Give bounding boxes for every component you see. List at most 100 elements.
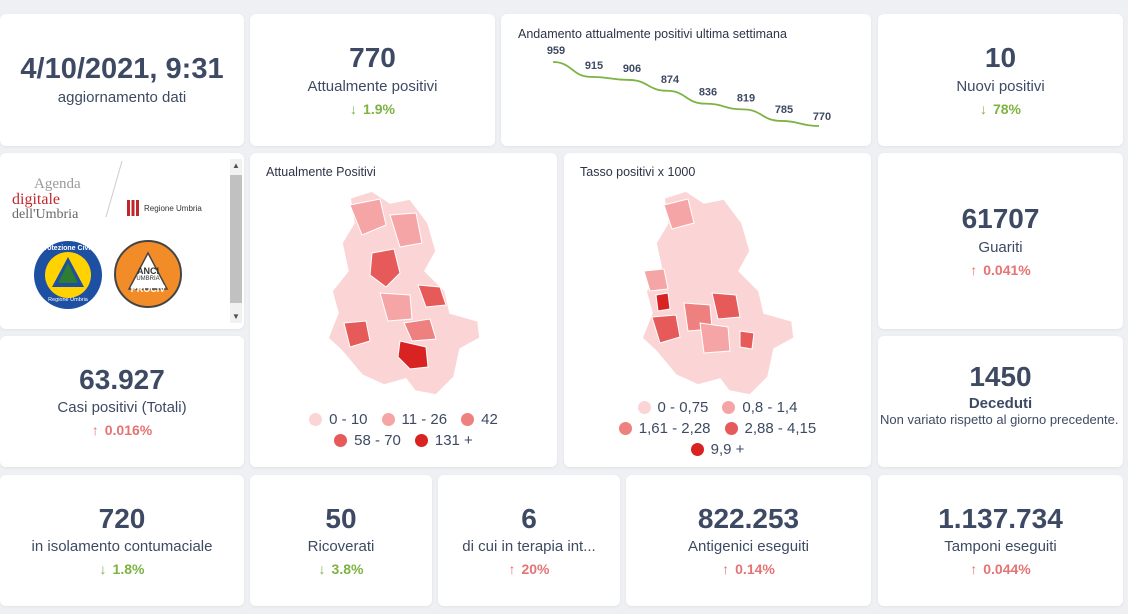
legend-item[interactable]: 1,61 - 2,28 xyxy=(618,420,711,437)
legend-swatch xyxy=(618,422,632,435)
chart-title: Andamento attualmente positivi ultima se… xyxy=(518,27,787,41)
guariti-trend: ↑ 0.041% xyxy=(970,261,1031,278)
map-positivi-legend: 0 - 10 11 - 26 42 58 - 70 131 + xyxy=(250,411,557,453)
antigenici-label: Antigenici eseguiti xyxy=(688,538,809,556)
positivi-value: 770 xyxy=(349,42,396,74)
legend-label: 2,88 - 4,15 xyxy=(744,420,817,437)
nuovi-label: Nuovi positivi xyxy=(956,77,1045,95)
legend-swatch xyxy=(414,434,428,447)
casi-label: Casi positivi (Totali) xyxy=(57,399,187,417)
legend-label: 42 xyxy=(481,411,498,428)
data-label: 770 xyxy=(813,111,831,123)
data-label: 874 xyxy=(661,74,680,86)
weekly-line-chart: 959 915 906 874 836 819 785 770 xyxy=(547,45,831,127)
scroll-thumb[interactable] xyxy=(230,175,242,303)
scroll-up-icon[interactable]: ▲ xyxy=(232,161,240,170)
update-label: aggiornamento dati xyxy=(57,89,187,107)
legend-label: 1,61 - 2,28 xyxy=(638,420,711,437)
protezione-civile-logo xyxy=(34,241,102,309)
legend-swatch xyxy=(724,422,738,435)
map-positivi-card[interactable]: Attualmente Positivi 0 - 10 11 - 26 42 58 -… xyxy=(250,153,557,467)
antigenici-value: 822.253 xyxy=(697,502,800,534)
legend-swatch xyxy=(309,413,323,426)
terapia-trend: ↑ 20% xyxy=(508,561,550,578)
legend-item[interactable]: 9,9 + xyxy=(690,441,745,458)
deceduti-card[interactable]: 1450 Deceduti Non variato rispetto al gi… xyxy=(878,336,1123,467)
antigenici-card[interactable]: 822.253 Antigenici eseguiti ↑ 0.14% xyxy=(626,475,871,606)
isolamento-card[interactable]: 720 in isolamento contumaciale ↓ 1.8% xyxy=(0,475,244,606)
data-label: 785 xyxy=(775,104,793,116)
positivi-card[interactable]: 770 Attualmente positivi ↓ 1.9% xyxy=(250,14,495,146)
scroll-down-icon[interactable]: ▼ xyxy=(232,312,240,321)
ricoverati-value: 50 xyxy=(325,502,357,534)
legend-label: 9,9 + xyxy=(710,441,745,458)
legend-label: 0 - 0,75 xyxy=(657,399,709,416)
terapia-label: di cui in terapia int... xyxy=(462,538,596,556)
anci-text: ANCI UMBRIA PROCIV xyxy=(130,266,166,294)
legend-label: 131 + xyxy=(434,432,473,449)
positivi-trend: ↓ 1.9% xyxy=(350,100,395,117)
legend-item[interactable]: 58 - 70 xyxy=(334,432,401,449)
legend-label: 58 - 70 xyxy=(354,432,401,449)
ricoverati-trend: ↓ 3.8% xyxy=(318,561,364,578)
arrow-up-icon: ↑ xyxy=(722,561,730,578)
deceduti-value: 1450 xyxy=(969,361,1032,392)
tamponi-trend: ↑ 0.044% xyxy=(970,561,1031,578)
legend-item[interactable]: 0,8 - 1,4 xyxy=(722,399,797,416)
legend-label: 11 - 26 xyxy=(401,411,448,428)
anci-prociv-logo xyxy=(114,240,182,308)
legend-swatch xyxy=(381,413,395,426)
update-card: 4/10/2021, 9:31 aggiornamento dati xyxy=(0,14,244,146)
divider-line xyxy=(105,160,123,218)
tamponi-value: 1.137.734 xyxy=(938,502,1063,534)
arrow-down-icon: ↓ xyxy=(350,100,358,117)
legend-swatch xyxy=(722,401,736,414)
regione-umbria-logo: Regione Umbria xyxy=(126,198,202,218)
series-line xyxy=(552,61,820,127)
umbria-map-tasso[interactable] xyxy=(564,153,871,467)
tamponi-label: Tamponi eseguiti xyxy=(944,538,1057,556)
terapia-card[interactable]: 6 di cui in terapia int... ↑ 20% xyxy=(438,475,620,606)
nuovi-value: 10 xyxy=(984,42,1017,74)
nuovi-trend: ↓ 78% xyxy=(979,100,1022,117)
legend-item[interactable]: 42 xyxy=(461,411,498,428)
data-label: 915 xyxy=(585,60,603,72)
arrow-up-icon: ↑ xyxy=(970,561,978,578)
agenda-digitale-logo: Agenda digitale dell'Umbria xyxy=(12,176,81,222)
data-label: 836 xyxy=(699,87,717,99)
tamponi-card[interactable]: 1.137.734 Tamponi eseguiti ↑ 0.044% xyxy=(878,475,1123,606)
casi-trend: ↑ 0.016% xyxy=(91,422,153,439)
arrow-down-icon: ↓ xyxy=(979,100,987,117)
data-label: 959 xyxy=(547,45,565,57)
casi-card[interactable]: 63.927 Casi positivi (Totali) ↑ 0.016% xyxy=(0,336,244,467)
legend-swatch xyxy=(461,413,475,426)
nuovi-card[interactable]: 10 Nuovi positivi ↓ 78% xyxy=(878,14,1123,146)
antigenici-trend: ↑ 0.14% xyxy=(722,561,775,578)
arrow-up-icon: ↑ xyxy=(970,261,978,278)
isolamento-trend: ↓ 1.8% xyxy=(99,561,145,578)
casi-value: 63.927 xyxy=(79,363,165,395)
deceduti-note: Non variato rispetto al giorno precedent… xyxy=(880,411,1119,427)
data-label: 819 xyxy=(737,92,755,104)
data-label: 906 xyxy=(623,63,641,75)
isolamento-label: in isolamento contumaciale xyxy=(31,538,213,556)
guariti-card[interactable]: 61707 Guariti ↑ 0.041% xyxy=(878,153,1123,329)
regione-emblem-icon xyxy=(127,200,139,216)
umbria-map-positivi[interactable] xyxy=(250,153,557,467)
arrow-down-icon: ↓ xyxy=(99,561,107,578)
legend-item[interactable]: 0 - 0,75 xyxy=(637,399,709,416)
ricoverati-card[interactable]: 50 Ricoverati ↓ 3.8% xyxy=(250,475,432,606)
positivi-label: Attualmente positivi xyxy=(307,77,438,95)
map-tasso-title: Tasso positivi x 1000 xyxy=(580,165,696,179)
logos-card[interactable]: Agenda digitale dell'Umbria Regione Umbr… xyxy=(0,153,244,329)
ricoverati-label: Ricoverati xyxy=(307,538,375,556)
logos-scrollbar[interactable]: ▲ ▼ xyxy=(230,159,242,323)
legend-item[interactable]: 11 - 26 xyxy=(381,411,448,428)
legend-item[interactable]: 131 + xyxy=(414,432,473,449)
terapia-value: 6 xyxy=(521,502,537,534)
weekly-chart-card[interactable]: Andamento attualmente positivi ultima se… xyxy=(501,14,871,146)
guariti-value: 61707 xyxy=(961,203,1040,235)
legend-item[interactable]: 0 - 10 xyxy=(309,411,368,428)
legend-item[interactable]: 2,88 - 4,15 xyxy=(724,420,817,437)
map-tasso-card[interactable]: Tasso positivi x 1000 0 - 0,75 0,8 - 1,4 1… xyxy=(564,153,871,467)
